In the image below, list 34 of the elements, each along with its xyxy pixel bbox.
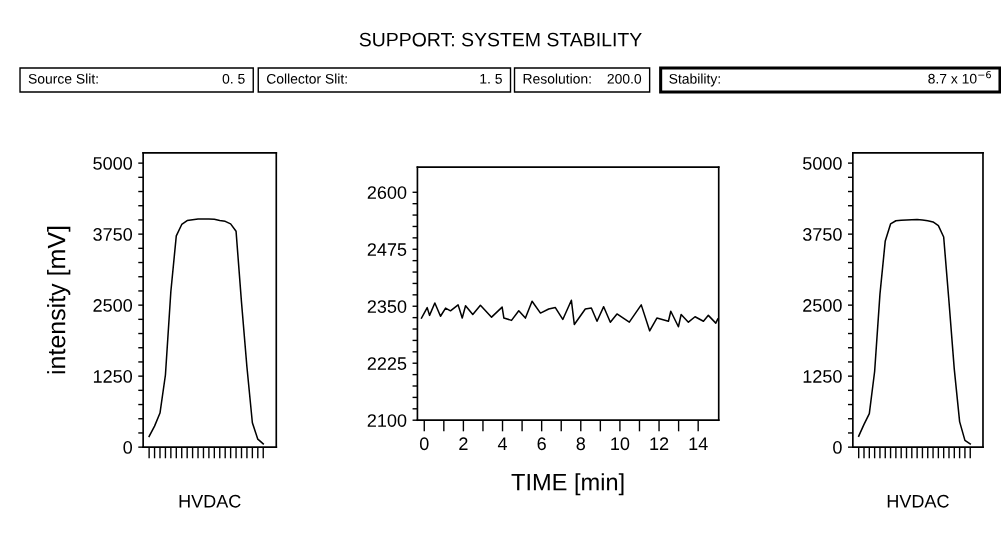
x-tick-label: 8 (576, 437, 586, 451)
y-tick-label: 1250 (93, 370, 133, 383)
x-axis-title: HVDAC (887, 494, 949, 508)
y-axis-title: intensity [mV] (47, 226, 71, 374)
text: 8.7 x 10$^{−6}$ (928, 70, 991, 84)
y-tick-label: 5000 (93, 157, 133, 170)
y-tick-label: 2600 (367, 186, 407, 199)
chart-title: SUPPORT: SYSTEM STABILITY (359, 32, 642, 47)
y-tick-label: 2500 (93, 299, 133, 312)
y-tick-label: 2475 (367, 243, 407, 256)
text: Collector Slit: (266, 73, 347, 84)
x-tick-label: 6 (537, 437, 546, 451)
x-tick-label: 0 (419, 437, 429, 451)
x-tick-label: 4 (497, 437, 508, 450)
y-tick-label: 2225 (367, 357, 407, 370)
y-tick-label: 2100 (367, 414, 407, 427)
text: 1. 5 (480, 74, 502, 84)
y-tick-label: 3750 (93, 228, 133, 241)
y-tick-label: 5000 (803, 157, 842, 170)
text: 200.0 (607, 73, 642, 84)
x-axis-title: HVDAC (179, 494, 241, 508)
x-axis-title: TIME [min] (511, 473, 624, 496)
y-tick-label: 1250 (803, 370, 842, 383)
text: 0. 5 (222, 73, 245, 84)
x-tick-label: 2 (459, 437, 468, 450)
x-tick-label: 14 (689, 437, 708, 450)
x-tick-label: 12 (650, 437, 669, 450)
y-tick-label: 2500 (803, 299, 842, 312)
text: Stability: (669, 73, 720, 87)
source-note: Source Slit: (28, 73, 98, 84)
y-tick-label: 3750 (802, 228, 842, 241)
y-tick-label: 2350 (367, 300, 407, 313)
x-tick-label: 10 (611, 437, 630, 451)
text: Resolution: (523, 73, 591, 84)
